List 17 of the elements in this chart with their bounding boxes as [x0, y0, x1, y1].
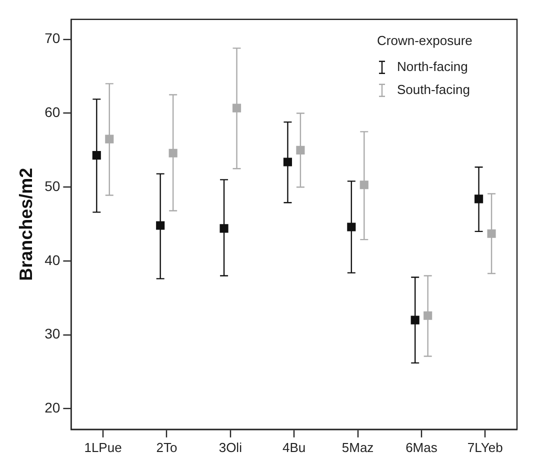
y-tick-label: 50	[44, 178, 60, 194]
legend-label: South-facing	[397, 82, 470, 97]
y-tick-label: 40	[44, 252, 60, 268]
y-axis-title: Branches/m2	[16, 168, 36, 281]
x-tick-label: 4Bu	[282, 440, 306, 455]
y-tick-label: 60	[44, 104, 60, 120]
x-tick-label: 7LYeb	[467, 440, 503, 455]
y-tick-label: 30	[44, 326, 60, 342]
x-tick-label: 5Maz	[342, 440, 374, 455]
x-tick-label: 2To	[156, 440, 178, 455]
y-tick-label: 70	[44, 30, 60, 46]
x-tick-label: 1LPue	[84, 440, 122, 455]
legend-label: North-facing	[397, 58, 468, 74]
x-tick-label: 3Oli	[218, 440, 242, 455]
x-tick-label: 6Mas	[406, 440, 438, 455]
legend-title: Crown-exposure	[377, 32, 472, 48]
y-tick-label: 20	[44, 400, 60, 416]
